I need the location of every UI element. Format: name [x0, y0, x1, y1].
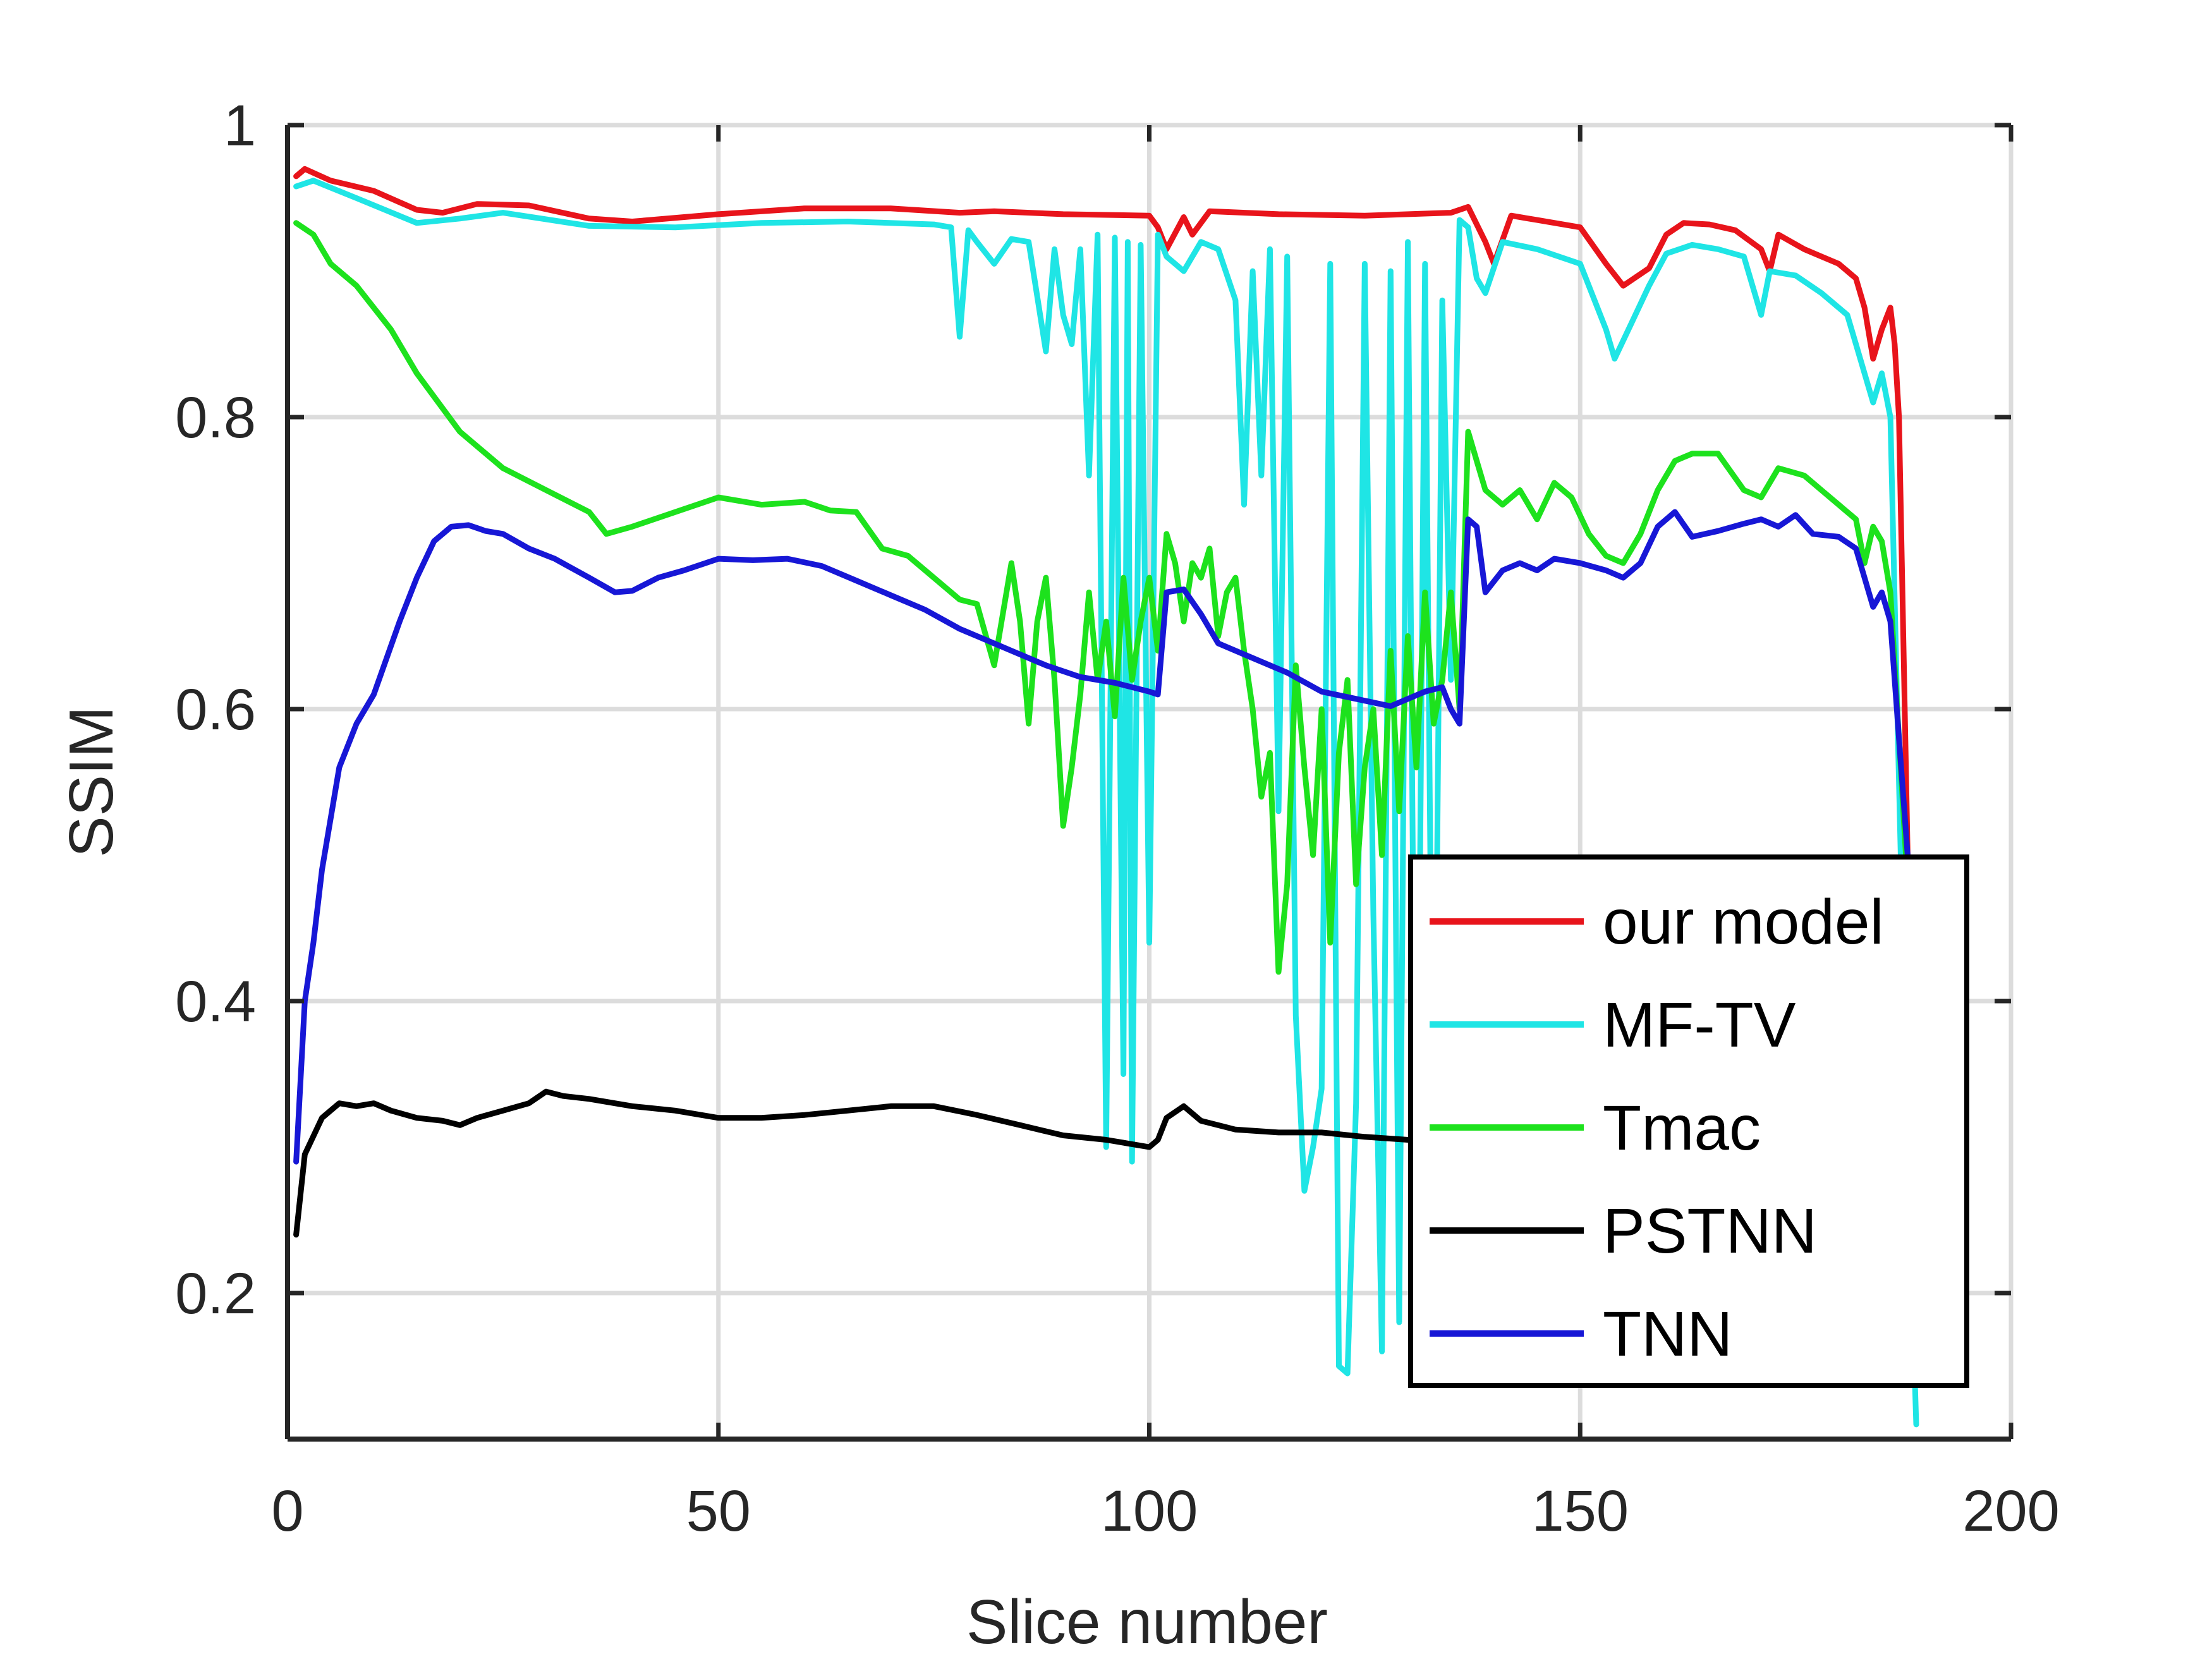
y-tick-label: 0.2: [175, 1261, 256, 1326]
series-line-pstnn: [293, 1088, 1411, 1238]
series-line-our-model: [293, 166, 1911, 858]
legend-label-tnn: TNN: [1603, 1299, 1733, 1370]
x-tick-label: 100: [1101, 1479, 1198, 1543]
y-tick-label: 1: [224, 94, 256, 158]
legend-items: our model MF-TV Tmac PSTNN TNN: [1430, 887, 1884, 1370]
x-tick-label: 150: [1532, 1479, 1629, 1543]
series-line-tnn: [293, 509, 1911, 1165]
legend-label-tmac: Tmac: [1603, 1093, 1761, 1164]
x-axis-title: Slice number: [966, 1587, 1328, 1656]
x-tick-label: 0: [271, 1479, 303, 1543]
axis-ticks: 0 50 100 150 200 0.2 0.4 0.6 0.8 1: [175, 94, 2060, 1543]
legend-label-pstnn: PSTNN: [1603, 1196, 1817, 1267]
series-lines: [293, 166, 1919, 1428]
legend-box: [1408, 854, 1969, 1388]
legend-label-mf-tv: MF-TV: [1603, 990, 1796, 1060]
y-tick-label: 0.8: [175, 386, 256, 450]
y-tick-label: 0.6: [175, 678, 256, 742]
legend-label-our-model: our model: [1603, 887, 1884, 957]
legend: our model MF-TV Tmac PSTNN TNN: [1408, 854, 1969, 1388]
y-tick-label: 0.4: [175, 969, 256, 1034]
series-line-mf-tv: [293, 178, 1919, 1428]
series-line-tmac: [293, 220, 1911, 975]
y-axis-title: SSIM: [56, 706, 126, 858]
x-tick-label: 200: [1962, 1479, 2060, 1543]
x-tick-label: 50: [686, 1479, 751, 1543]
